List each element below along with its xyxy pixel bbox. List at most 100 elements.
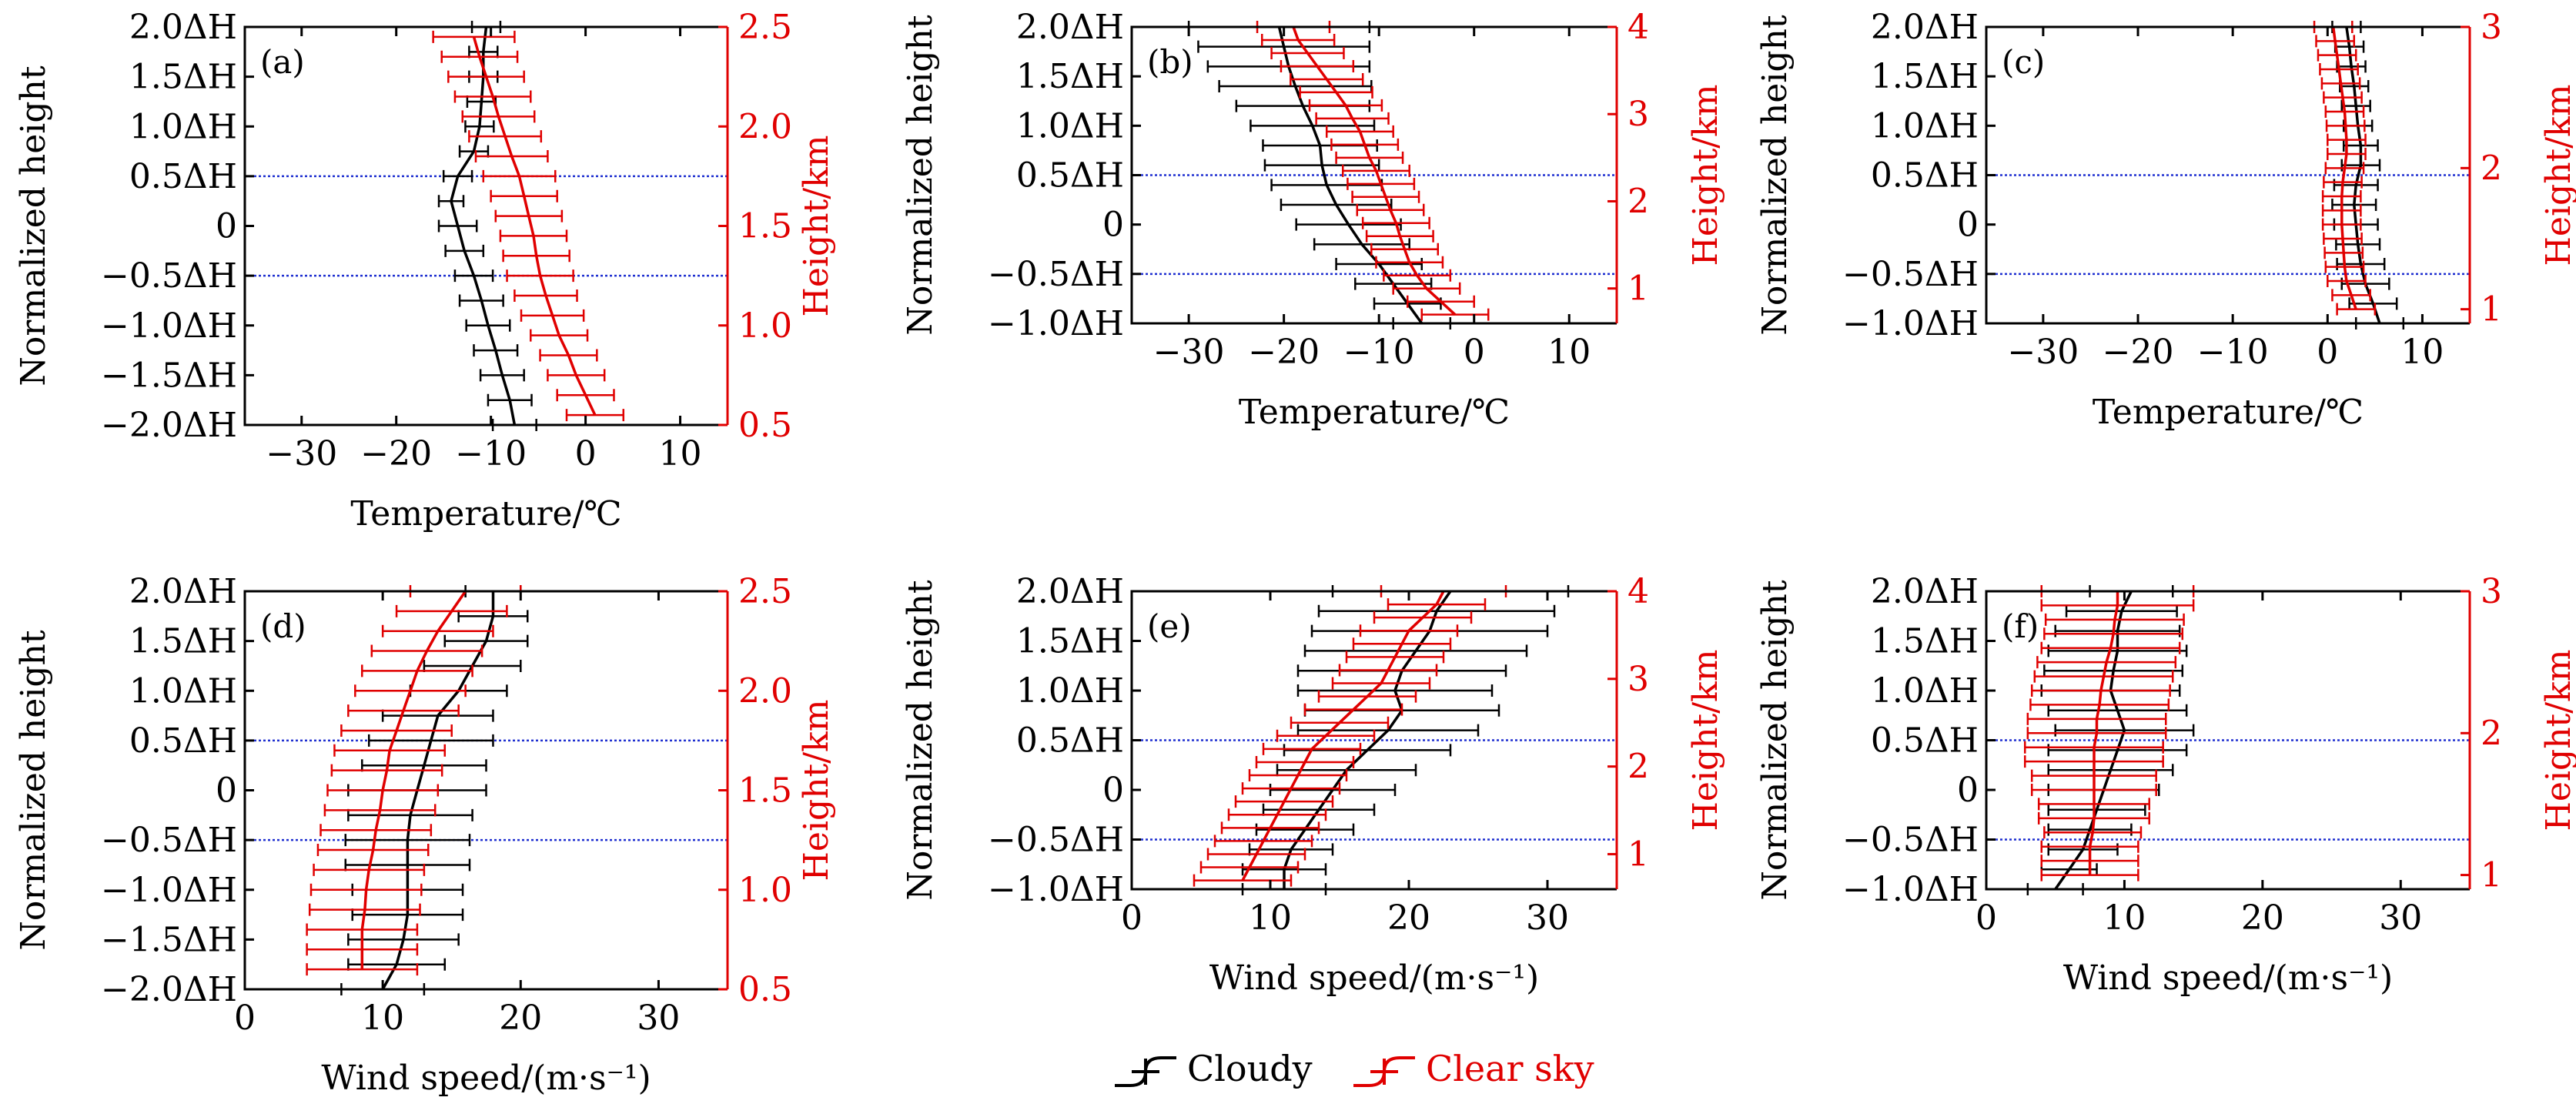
y-tick-label: 0: [1957, 206, 1979, 245]
y2-tick-label: 1.5: [738, 207, 792, 246]
series-line: [2345, 26, 2381, 324]
series-line: [2054, 590, 2133, 891]
y-tick-label: −0.5ΔH: [988, 821, 1124, 860]
x-tick-label: 10: [361, 999, 404, 1038]
y-tick-label: 2.0ΔH: [1016, 572, 1124, 611]
x-tick-label: −20: [360, 434, 432, 473]
x-tick-label: 0: [1975, 898, 1997, 938]
x-tick-label: −20: [2103, 333, 2174, 372]
y2-tick-label: 0.5: [738, 970, 792, 1009]
x-axis-label: Wind speed/(m·s⁻¹): [321, 1059, 651, 1098]
x-tick-label: −20: [1248, 333, 1320, 372]
y-axis-label: Normalized height: [1755, 580, 1795, 900]
y-axis-label: Normalized height: [901, 15, 940, 335]
x-axis-label: Wind speed/(m·s⁻¹): [2063, 958, 2393, 998]
y2-tick-label: 4: [1628, 8, 1649, 47]
y-tick-label: 0: [1102, 206, 1124, 245]
y2-tick-label: 3: [1628, 660, 1649, 699]
x-axis-label: Temperature/℃: [2093, 393, 2364, 432]
legend-cloudy-swatch: [1115, 1056, 1176, 1087]
series-line: [360, 590, 467, 970]
y2-axis-label: Height/km: [1686, 650, 1725, 831]
panel-letter: (d): [260, 607, 306, 645]
panel-a: −30 −20 −10 0 10 −2.0ΔH −1.5ΔH −1.0ΔH −0.5ΔH 0 0.5…: [14, 8, 836, 534]
x-tick-label: 10: [2103, 898, 2146, 938]
y-tick-label: −2.0ΔH: [101, 406, 237, 445]
y-tick-label: 1.0ΔH: [129, 107, 237, 146]
y2-tick-label: 4: [1628, 572, 1649, 611]
y-tick-label: −0.5ΔH: [988, 255, 1124, 294]
series-clear-sky: [432, 30, 625, 422]
y2-axis-label: Height/km: [797, 135, 836, 317]
series-clear-sky: [306, 585, 522, 976]
y-tick-label: −1.5ΔH: [101, 920, 237, 959]
y-tick-label: 0: [216, 771, 237, 811]
y-tick-label: 0.5ΔH: [129, 721, 237, 761]
y-tick-label: 0: [1102, 771, 1124, 810]
x-tick-label: 20: [499, 999, 542, 1038]
x-tick-label: 0: [234, 999, 256, 1038]
y-tick-label: 1.5ΔH: [129, 58, 237, 97]
y2-tick-label: 1: [2481, 856, 2502, 895]
y-axis-label: Normalized height: [1755, 15, 1795, 335]
y2-tick-label: 1: [1628, 269, 1649, 309]
x-tick-label: 30: [637, 999, 680, 1038]
y2-tick-label: 2.5: [738, 8, 792, 47]
x-tick-label: −30: [1153, 333, 1225, 372]
y2-tick-label: 2.0: [738, 107, 792, 146]
y2-tick-label: 2: [1628, 182, 1649, 221]
panel-b: −30 −20 −10 0 10 −1.0ΔH −0.5ΔH 0 0.5ΔH 1.0ΔH 1.5ΔH…: [901, 8, 1725, 432]
x-tick-label: 20: [1387, 898, 1430, 938]
y2-tick-label: 2.0: [738, 671, 792, 711]
y2-tick-label: 3: [2481, 8, 2502, 47]
series-line: [2088, 591, 2119, 875]
y2-tick-label: 2: [2481, 714, 2502, 753]
y-tick-label: 1.5ΔH: [1016, 57, 1124, 96]
y2-tick-label: 1.0: [738, 306, 792, 346]
y-tick-label: −1.0ΔH: [988, 870, 1124, 909]
panel-letter: (c): [2002, 43, 2045, 81]
series-line: [472, 36, 597, 416]
y2-tick-label: 3: [2481, 572, 2502, 611]
legend-clear-label: Clear sky: [1426, 1048, 1594, 1089]
panel-f: 0 10 20 30 −1.0ΔH −0.5ΔH 0 0.5ΔH 1.0ΔH 1.5ΔH 2.0ΔH…: [1755, 572, 2576, 998]
x-tick-label: −10: [2197, 333, 2269, 372]
x-tick-label: 20: [2241, 898, 2284, 938]
x-axis-label: Temperature/℃: [1239, 393, 1510, 432]
x-tick-label: −10: [455, 434, 527, 473]
series-line: [450, 26, 517, 426]
y-tick-label: −0.5ΔH: [1842, 821, 1979, 860]
panel-letter: (e): [1147, 607, 1192, 645]
y-tick-label: 2.0ΔH: [1871, 8, 1979, 47]
panel-e: 0 10 20 30 −1.0ΔH −0.5ΔH 0 0.5ΔH 1.0ΔH 1.5ΔH 2.0ΔH…: [901, 572, 1725, 998]
error-bar: [1193, 874, 1293, 887]
x-tick-label: 0: [1121, 898, 1142, 938]
y-axis-label: Normalized height: [14, 65, 53, 386]
y-tick-label: 2.0ΔH: [1016, 8, 1124, 47]
y-tick-label: −1.0ΔH: [1842, 870, 1979, 909]
y-tick-label: −0.5ΔH: [101, 821, 237, 860]
series-clear-sky: [1193, 585, 1507, 887]
panel-letter: (b): [1147, 43, 1193, 81]
y-tick-label: −2.0ΔH: [101, 970, 237, 1009]
y-tick-label: −1.5ΔH: [101, 356, 237, 395]
y-tick-label: −1.0ΔH: [988, 304, 1124, 343]
legend: Cloudy Clear sky: [1115, 1048, 1594, 1089]
axis-frame: [243, 25, 728, 427]
y2-tick-label: 2.5: [738, 572, 792, 611]
y2-tick-label: 1.0: [738, 871, 792, 910]
y-tick-label: 1.0ΔH: [1871, 106, 1979, 146]
x-tick-label: 30: [1526, 898, 1569, 938]
x-tick-label: 0: [575, 434, 597, 473]
y-tick-label: 1.0ΔH: [1016, 671, 1124, 711]
y-tick-label: 2.0ΔH: [129, 8, 237, 47]
y-tick-label: 0: [216, 207, 237, 246]
y-tick-label: 1.0ΔH: [129, 671, 237, 711]
y-tick-label: 1.0ΔH: [1016, 106, 1124, 146]
y-tick-label: 1.0ΔH: [1871, 671, 1979, 711]
x-axis-label: Temperature/℃: [350, 494, 621, 534]
x-tick-label: 10: [1249, 898, 1292, 938]
legend-clear-swatch: [1353, 1056, 1415, 1087]
series-line: [1277, 26, 1423, 325]
